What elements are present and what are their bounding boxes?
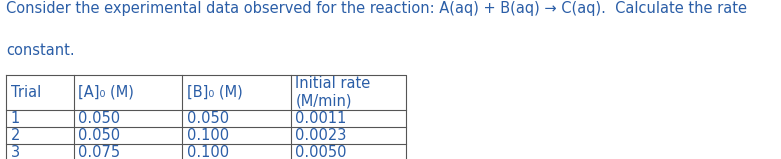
Text: 0.075: 0.075 (78, 145, 120, 159)
Text: 0.050: 0.050 (78, 111, 120, 126)
Text: 0.0023: 0.0023 (295, 128, 347, 143)
Text: 0.050: 0.050 (187, 111, 229, 126)
Text: 0.050: 0.050 (78, 128, 120, 143)
Text: 0.0050: 0.0050 (295, 145, 347, 159)
Text: Consider the experimental data observed for the reaction: A(aq) + B(aq) → C(aq).: Consider the experimental data observed … (6, 1, 747, 17)
Text: Initial rate
(M/min): Initial rate (M/min) (295, 76, 370, 108)
Text: 1: 1 (11, 111, 20, 126)
Text: [A]₀ (M): [A]₀ (M) (78, 85, 134, 100)
Text: [B]₀ (M): [B]₀ (M) (187, 85, 242, 100)
Text: constant.: constant. (6, 43, 75, 58)
Text: 0.100: 0.100 (187, 128, 229, 143)
Text: Trial: Trial (11, 85, 41, 100)
Text: 3: 3 (11, 145, 20, 159)
Text: 0.100: 0.100 (187, 145, 229, 159)
Text: 2: 2 (11, 128, 20, 143)
Text: 0.0011: 0.0011 (295, 111, 347, 126)
